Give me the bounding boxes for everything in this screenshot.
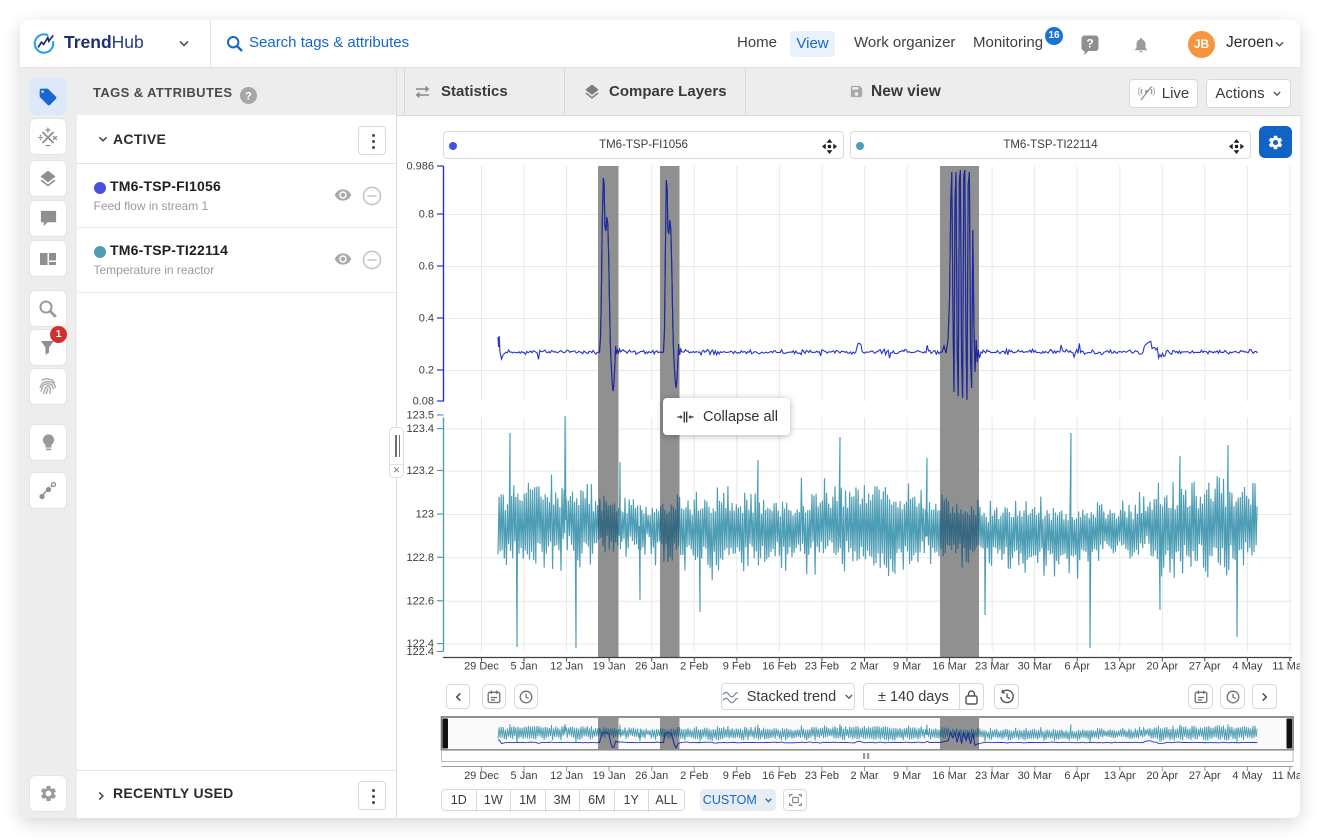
svg-text:30 Mar: 30 Mar xyxy=(1018,661,1053,673)
svg-text:0.08: 0.08 xyxy=(413,396,434,408)
svg-text:23 Mar: 23 Mar xyxy=(975,770,1010,782)
svg-text:12 Jan: 12 Jan xyxy=(550,661,583,673)
svg-text:19 Jan: 19 Jan xyxy=(593,661,626,673)
svg-text:6 Apr: 6 Apr xyxy=(1064,661,1090,673)
svg-text:16 Mar: 16 Mar xyxy=(932,661,967,673)
svg-text:122.4: 122.4 xyxy=(406,646,434,658)
svg-text:123.5: 123.5 xyxy=(406,410,434,422)
svg-text:0.986: 0.986 xyxy=(406,161,434,173)
svg-text:5 Jan: 5 Jan xyxy=(511,770,538,782)
svg-text:122.8: 122.8 xyxy=(406,552,434,564)
svg-text:29 Dec: 29 Dec xyxy=(464,661,499,673)
svg-text:23 Feb: 23 Feb xyxy=(805,770,839,782)
svg-text:11 May: 11 May xyxy=(1272,770,1300,782)
svg-text:122.4: 122.4 xyxy=(406,638,434,650)
svg-text:5 Jan: 5 Jan xyxy=(511,661,538,673)
svg-text:16 Feb: 16 Feb xyxy=(762,661,796,673)
svg-text:6 Apr: 6 Apr xyxy=(1064,770,1090,782)
svg-text:16 Feb: 16 Feb xyxy=(762,770,796,782)
svg-text:2 Mar: 2 Mar xyxy=(850,770,878,782)
svg-text:0.2: 0.2 xyxy=(419,365,434,377)
svg-text:16 Mar: 16 Mar xyxy=(932,770,967,782)
svg-text:9 Mar: 9 Mar xyxy=(893,770,921,782)
svg-text:9 Feb: 9 Feb xyxy=(723,661,751,673)
svg-text:?: ? xyxy=(245,91,252,103)
svg-text:20 Apr: 20 Apr xyxy=(1146,770,1178,782)
svg-text:29 Dec: 29 Dec xyxy=(464,770,499,782)
svg-text:20 Apr: 20 Apr xyxy=(1146,661,1178,673)
svg-text:27 Apr: 27 Apr xyxy=(1189,770,1221,782)
svg-text:26 Jan: 26 Jan xyxy=(635,770,668,782)
svg-text:30 Mar: 30 Mar xyxy=(1018,770,1053,782)
svg-text:?: ? xyxy=(1086,37,1093,51)
svg-text:26 Jan: 26 Jan xyxy=(635,661,668,673)
svg-text:2 Mar: 2 Mar xyxy=(850,661,878,673)
svg-text:0.4: 0.4 xyxy=(419,313,434,325)
svg-text:123: 123 xyxy=(416,509,434,521)
svg-text:4 May: 4 May xyxy=(1232,661,1262,673)
svg-text:122.6: 122.6 xyxy=(406,595,434,607)
svg-text:23 Feb: 23 Feb xyxy=(805,661,839,673)
svg-text:19 Jan: 19 Jan xyxy=(593,770,626,782)
svg-text:123.4: 123.4 xyxy=(406,423,434,435)
svg-text:123.2: 123.2 xyxy=(406,465,434,477)
svg-text:12 Jan: 12 Jan xyxy=(550,770,583,782)
svg-text:23 Mar: 23 Mar xyxy=(975,661,1010,673)
svg-text:11 May: 11 May xyxy=(1272,661,1300,673)
svg-text:2 Feb: 2 Feb xyxy=(680,770,708,782)
svg-text:0.8: 0.8 xyxy=(419,209,434,221)
svg-text:13 Apr: 13 Apr xyxy=(1104,770,1136,782)
svg-text:0.6: 0.6 xyxy=(419,261,434,273)
svg-text:13 Apr: 13 Apr xyxy=(1104,661,1136,673)
svg-text:27 Apr: 27 Apr xyxy=(1189,661,1221,673)
svg-text:4 May: 4 May xyxy=(1232,770,1262,782)
svg-text:2 Feb: 2 Feb xyxy=(680,661,708,673)
svg-text:9 Feb: 9 Feb xyxy=(723,770,751,782)
svg-text:9 Mar: 9 Mar xyxy=(893,661,921,673)
